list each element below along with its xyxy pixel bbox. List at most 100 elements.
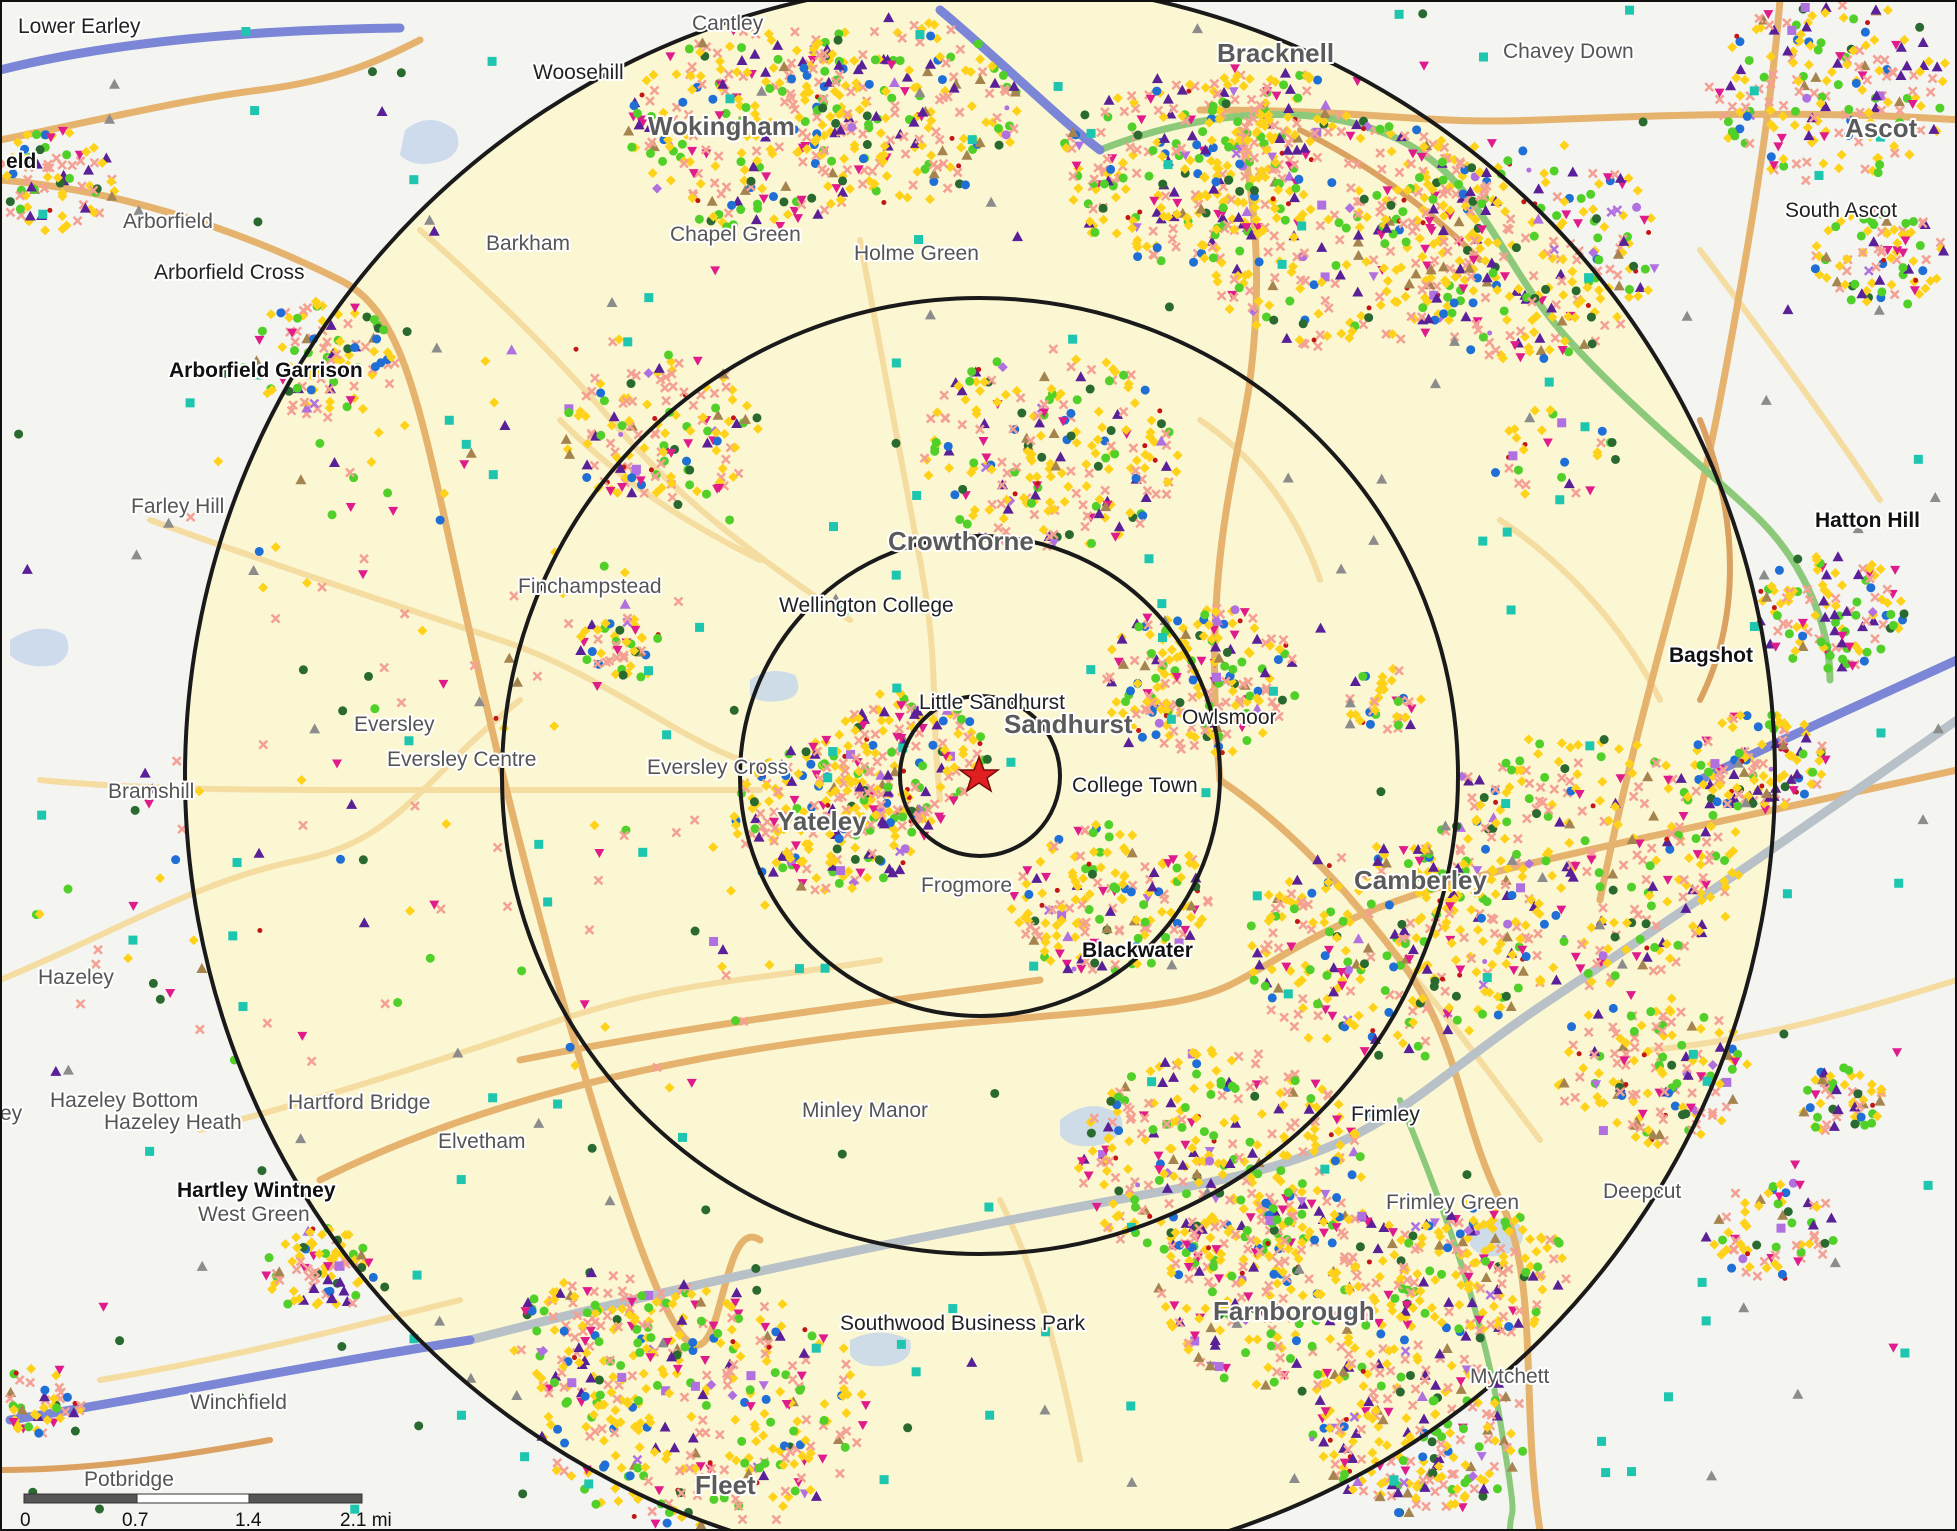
poi-marker [820,66,830,76]
poi-marker [1609,169,1620,180]
poi-marker [2,170,13,181]
poi-marker [1794,35,1805,46]
poi-marker [1329,210,1340,220]
poi-marker [324,365,335,376]
poi-marker [1359,194,1369,204]
poi-marker [1866,583,1876,593]
poi-marker [727,200,737,210]
poi-marker [772,39,784,50]
poi-marker [1334,235,1345,245]
poi-marker [645,148,655,158]
poi-marker [1354,222,1365,233]
poi-marker [786,92,797,103]
poi-marker [1008,123,1019,134]
poi-marker [750,214,762,225]
poi-marker [1237,657,1247,667]
poi-marker [1136,115,1147,125]
poi-marker [1370,1028,1376,1034]
poi-marker [617,1372,627,1382]
poi-marker [276,366,287,377]
poi-marker [724,41,735,52]
poi-marker [1172,863,1182,873]
poi-marker [1928,123,1940,134]
poi-marker [775,221,786,231]
poi-marker [1499,306,1509,316]
poi-marker [31,158,43,169]
poi-marker [1524,794,1534,804]
poi-marker [632,108,642,118]
poi-marker [902,192,913,203]
poi-marker [623,125,635,136]
poi-marker [687,193,698,204]
poi-marker [88,207,99,218]
poi-marker [582,1308,592,1318]
poi-marker [842,109,853,119]
poi-marker [1182,212,1193,223]
poi-marker [1422,179,1433,190]
poi-marker [1157,151,1168,162]
poi-marker [837,186,849,197]
poi-marker [662,1518,672,1528]
poi-marker [1406,311,1417,322]
poi-marker [1118,173,1128,183]
poi-marker [1118,157,1129,168]
poi-marker [1341,110,1352,121]
poi-marker [1145,94,1156,104]
poi-marker [1510,341,1521,351]
poi-marker [969,458,979,468]
poi-marker [926,150,937,161]
poi-marker [1352,159,1362,170]
poi-marker [324,396,335,407]
poi-marker [299,397,310,408]
poi-marker [955,514,965,524]
poi-marker [1273,655,1283,665]
poi-marker [723,416,734,427]
poi-marker [844,183,855,194]
poi-marker [1773,142,1784,152]
poi-marker [24,152,34,162]
poi-marker [1188,675,1198,685]
poi-marker [1368,255,1379,265]
poi-marker [1222,220,1233,230]
poi-marker [626,368,637,379]
poi-marker [750,109,761,120]
poi-marker [1765,105,1776,116]
poi-marker [749,48,761,59]
poi-marker [324,402,335,413]
poi-marker [1511,243,1521,253]
poi-marker [730,1339,736,1345]
poi-marker [1332,1193,1342,1203]
poi-marker [1180,1102,1190,1112]
poi-marker [870,55,880,65]
poi-marker [941,58,951,68]
poi-marker [1467,211,1478,222]
poi-marker [1395,334,1406,344]
poi-marker [1837,0,1848,11]
poi-marker [1915,22,1925,32]
poi-marker [1791,106,1801,116]
poi-marker [1162,93,1174,104]
poi-marker [1269,315,1279,325]
poi-marker [1390,1293,1400,1303]
poi-marker [736,205,746,215]
poi-marker [742,131,753,142]
poi-marker [1533,1262,1543,1272]
poi-marker [1561,210,1572,220]
poi-marker [1449,298,1459,308]
poi-marker [1889,289,1900,300]
poi-marker [343,344,353,354]
poi-marker [1140,385,1150,395]
poi-marker [106,176,117,187]
poi-marker [1454,255,1465,266]
poi-marker [1735,124,1745,134]
poi-marker [1192,1069,1202,1079]
poi-marker [1384,122,1394,132]
poi-marker [645,96,655,106]
poi-marker [665,52,676,62]
poi-marker [644,1303,654,1313]
poi-marker [1087,538,1097,548]
poi-marker [1914,66,1925,77]
poi-marker [736,157,746,167]
poi-marker [266,309,277,320]
